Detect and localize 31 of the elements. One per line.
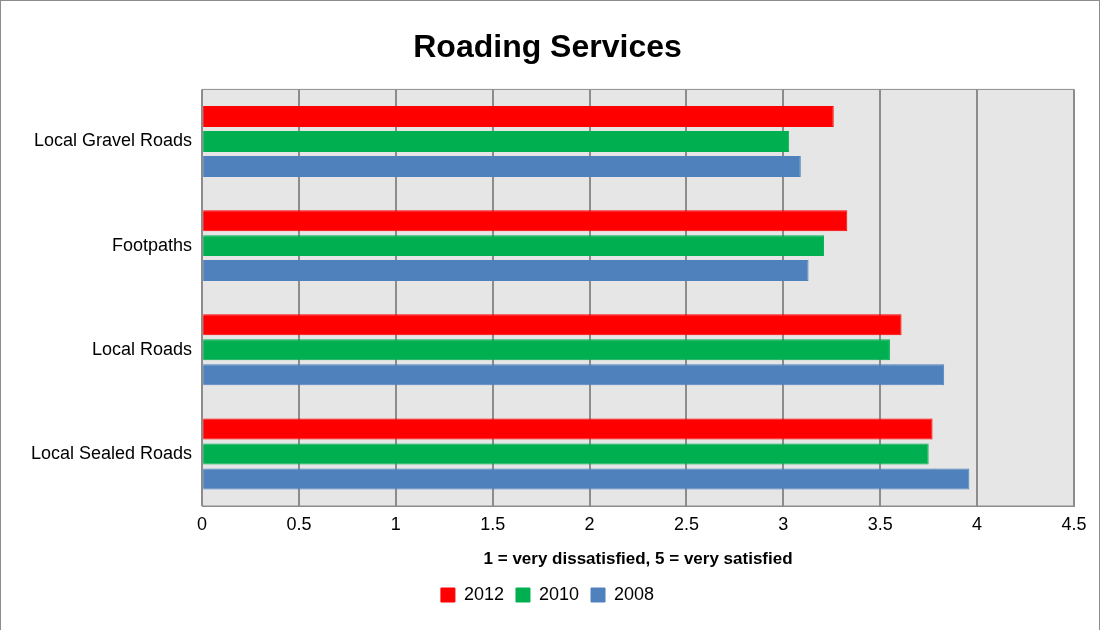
x-tick-label: 3	[778, 513, 789, 534]
bar	[203, 314, 902, 336]
bar	[203, 468, 970, 490]
bar	[203, 105, 834, 127]
legend-label: 2012	[463, 583, 504, 604]
x-tick-label: 2	[584, 513, 595, 534]
x-tick-label: 0	[197, 513, 208, 534]
y-tick-label: Footpaths	[112, 234, 193, 255]
chart-title: Roading Services	[413, 28, 682, 65]
y-tick-label: Local Sealed Roads	[30, 442, 193, 463]
bar	[203, 155, 801, 177]
bar	[203, 235, 825, 257]
x-tick-label: 4.5	[1061, 513, 1087, 534]
bar	[203, 418, 933, 440]
bar	[203, 210, 848, 232]
y-tick-label: Local Roads	[92, 338, 193, 359]
x-axis-title: 1 = very dissatisfied, 5 = very satisfied	[483, 549, 793, 569]
y-tick-label: Local Gravel Roads	[34, 130, 193, 151]
bar	[203, 339, 890, 361]
bar	[203, 260, 809, 282]
x-tick-label: 1	[390, 513, 401, 534]
x-tick-label: 3.5	[867, 513, 893, 534]
x-tick-label: 4	[972, 513, 983, 534]
x-tick-label: 1.5	[480, 513, 506, 534]
bar	[203, 130, 790, 152]
bar	[203, 443, 929, 465]
legend-label: 2010	[538, 583, 580, 604]
legend-label: 2008	[614, 583, 655, 604]
x-tick-label: 2.5	[673, 513, 700, 534]
x-tick-label: 0.5	[286, 513, 312, 534]
bar	[203, 364, 945, 386]
